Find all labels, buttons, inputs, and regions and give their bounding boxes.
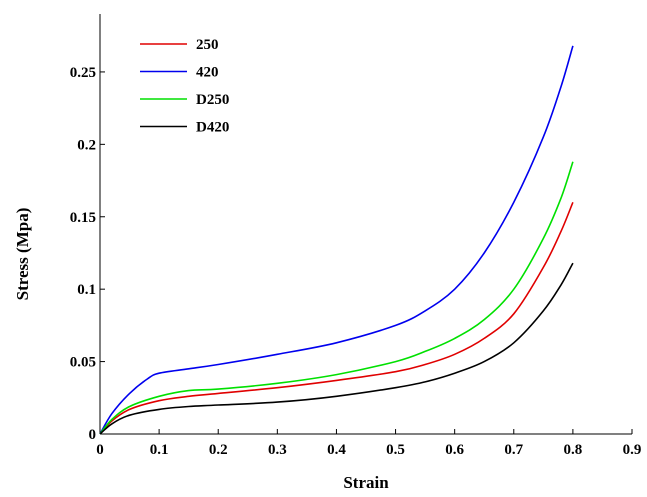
y-tick-label: 0.2 <box>77 137 96 153</box>
series-line-d250 <box>99 161 574 435</box>
legend-label-420: 420 <box>196 65 219 81</box>
y-axis-title: Stress (Mpa) <box>13 208 32 301</box>
x-tick-label: 0.8 <box>564 442 583 458</box>
series-lines <box>99 45 574 435</box>
y-tick-label: 0.15 <box>70 210 96 226</box>
series-line-420 <box>99 45 574 435</box>
x-tick-label: 0.7 <box>504 442 523 458</box>
y-tick-label: 0.25 <box>70 65 96 81</box>
legend-label-d250: D250 <box>196 92 229 108</box>
legend: 250 420 D250 D420 <box>140 37 229 136</box>
y-tick-label: 0 <box>89 427 97 443</box>
x-tick-label: 0.6 <box>445 442 464 458</box>
series-line-d420 <box>99 262 574 435</box>
x-tick-label: 0.4 <box>327 442 346 458</box>
legend-label-d420: D420 <box>196 120 229 136</box>
x-axis-title: Strain <box>343 473 389 492</box>
series-line-250 <box>99 201 574 435</box>
x-tick-label: 0.1 <box>150 442 169 458</box>
x-tick-label: 0.3 <box>268 442 287 458</box>
x-tick-label: 0.5 <box>386 442 405 458</box>
x-tick-label: 0 <box>96 442 104 458</box>
x-tick-label: 0.2 <box>209 442 228 458</box>
legend-label-250: 250 <box>196 37 219 53</box>
x-tick-label: 0.9 <box>623 442 642 458</box>
y-tick-label: 0.1 <box>77 282 96 298</box>
y-tick-label: 0.05 <box>70 355 96 371</box>
axes: 0 0.1 0.2 0.3 0.4 0.5 0.6 0.7 0.8 0.9 0 0.05 0.1 0.15… <box>70 14 642 458</box>
